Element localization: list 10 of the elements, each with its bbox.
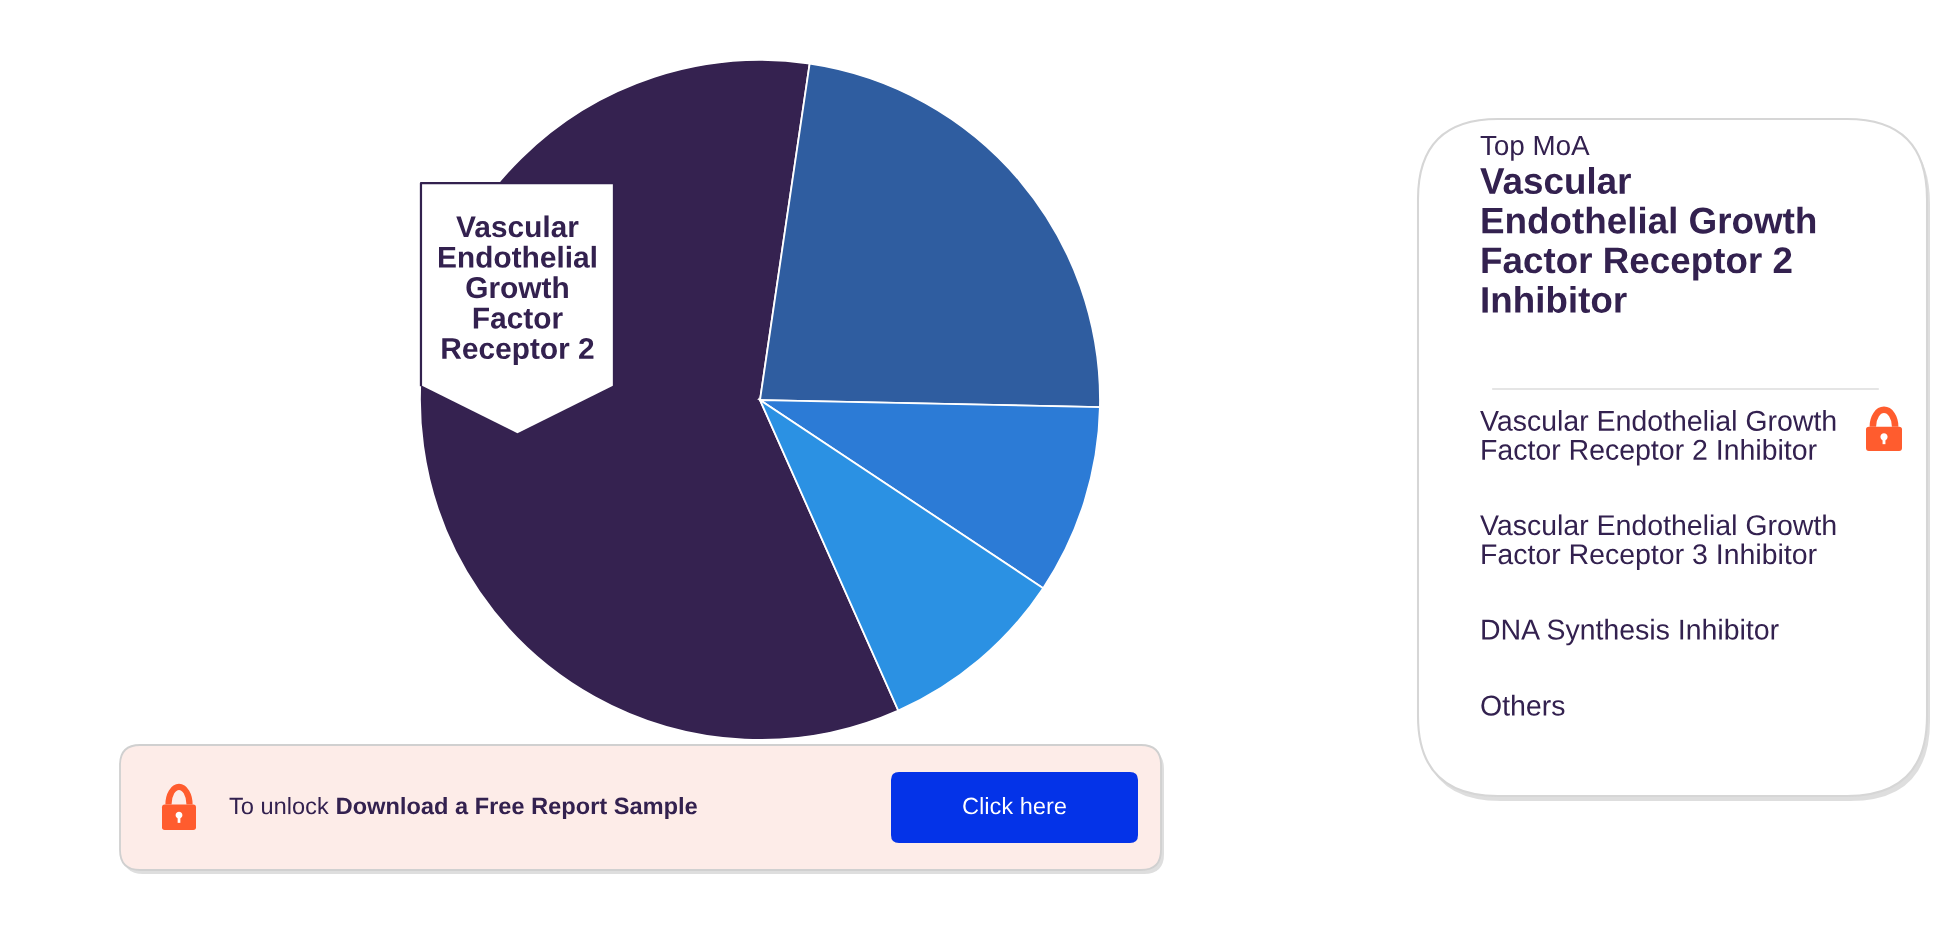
text: DNA Synthesis Inhibitor xyxy=(1482,618,1779,646)
text: Click here xyxy=(963,796,1066,815)
text: Top MoA xyxy=(1480,135,1590,161)
text: Vascular Endothelial Growth Factor Receptor 3 Inhibitor xyxy=(1480,514,1836,570)
text: Vascular Endothelial Growth Factor Receptor 2 Inhibitor xyxy=(1480,167,1816,313)
text: Vascular Endothelial Growth Factor Receptor 2 Inhibitor xyxy=(1480,410,1836,466)
text: Others xyxy=(1481,694,1565,716)
text: To unlock xyxy=(229,796,329,815)
text: Download a Free Report Sample xyxy=(337,796,697,820)
slice-label: Vascular Endothelial Growth Factor Receptor 2 xyxy=(439,215,596,366)
